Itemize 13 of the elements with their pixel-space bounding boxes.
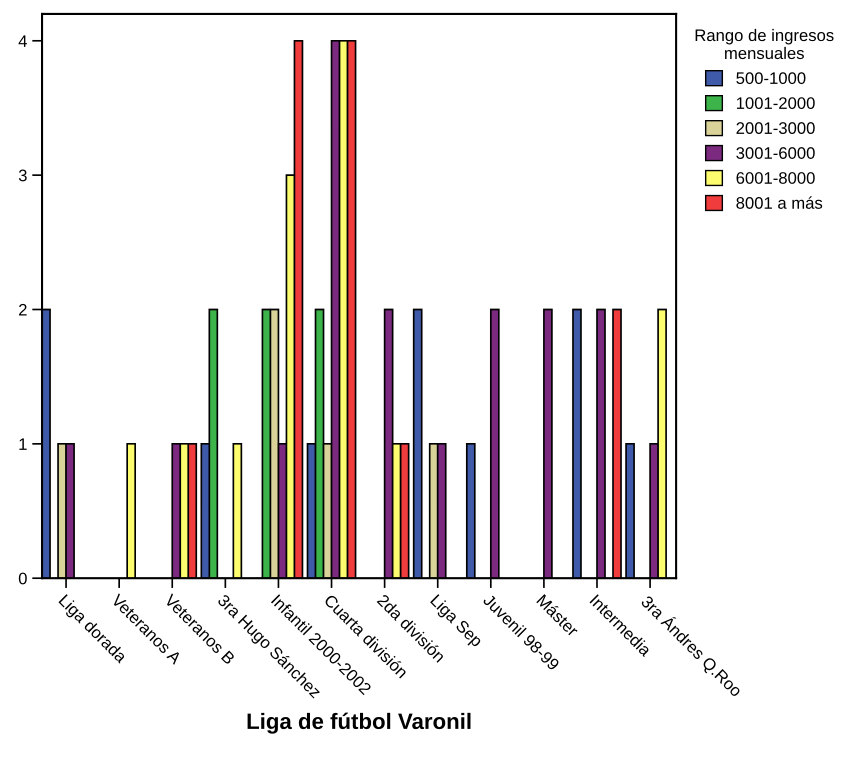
legend-title: Rango de ingresos mensuales [696, 28, 834, 60]
legend-label: 8001 a más [736, 196, 822, 209]
legend-label: 3001-6000 [736, 147, 815, 159]
y-tick-label: 1 [19, 438, 27, 450]
legend-label: 6001-8000 [736, 172, 815, 184]
x-axis-title: Liga de fútbol Varonil [248, 712, 470, 734]
y-tick-label: 4 [18, 35, 27, 47]
legend-label: 2001-3000 [736, 122, 815, 134]
legend-label: 500-1000 [736, 72, 806, 84]
y-tick-label: 0 [18, 572, 27, 584]
y-tick-label: 3 [18, 170, 27, 182]
legend-label: 1001-2000 [736, 97, 815, 110]
y-tick-label: 2 [19, 304, 27, 316]
